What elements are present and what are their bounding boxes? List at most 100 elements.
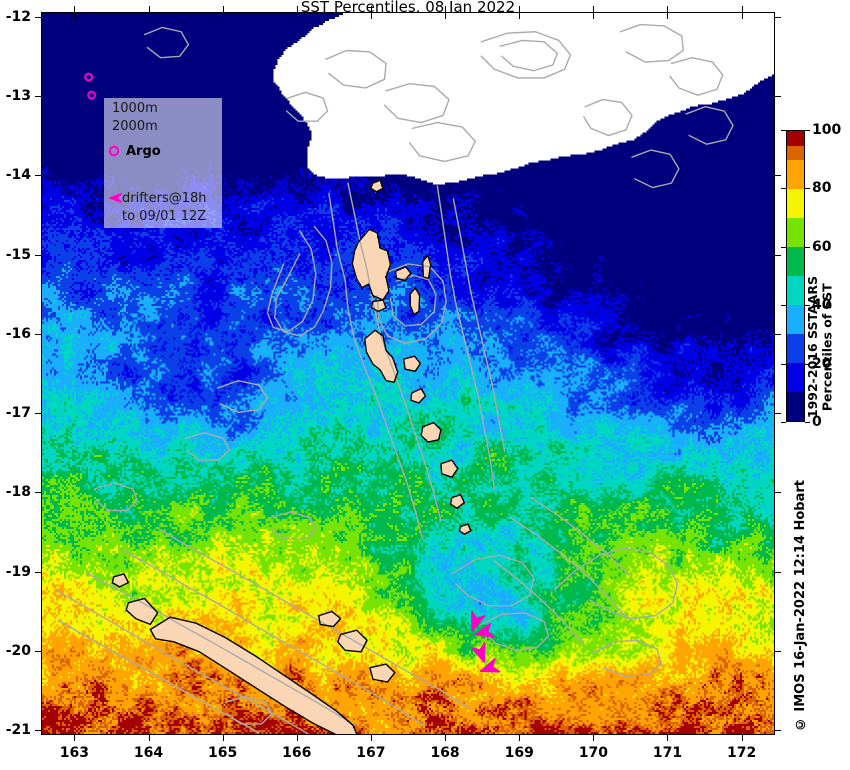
y-tick-label: -17 (5, 405, 31, 422)
colorbar-band (787, 247, 804, 276)
map-overlay (54, 23, 734, 734)
legend-depth-2000m: 2000m (112, 119, 158, 134)
colorbar-band (787, 276, 804, 305)
x-tick (370, 6, 372, 12)
x-tick-label: 168 (430, 745, 460, 761)
y-tick-label: -18 (5, 484, 31, 501)
colorbar-tick-label: 40 (812, 297, 832, 314)
y-tick (775, 650, 781, 652)
map-plot-area[interactable]: 1000m 2000m Argo drifters@18h to 09/01 1… (41, 12, 775, 735)
x-tick (741, 735, 743, 741)
bathymetry-contour (509, 517, 629, 620)
coastline (111, 573, 130, 588)
y-tick (35, 254, 41, 256)
x-tick-label: 172 (727, 745, 757, 761)
y-tick (35, 96, 41, 98)
y-tick-label: -19 (5, 563, 31, 580)
x-tick (445, 735, 447, 741)
y-tick-label: -15 (5, 246, 31, 263)
colorbar-tick (781, 246, 786, 248)
x-tick (445, 6, 447, 12)
colorbar-tick (781, 305, 786, 307)
argo-circle-icon (108, 145, 120, 157)
drifter-marker (479, 657, 501, 673)
coastline (370, 299, 387, 313)
bathymetry-contour (85, 571, 357, 727)
bathymetry-contour (631, 149, 680, 189)
x-tick (296, 735, 298, 741)
coastline (394, 266, 412, 282)
x-tick-label: 170 (578, 745, 608, 761)
colorbar-tick-label: 0 (812, 414, 822, 430)
drifter-marker (471, 610, 486, 632)
y-tick-label: -21 (5, 722, 31, 739)
drifter-marker (470, 642, 486, 663)
x-tick (741, 6, 743, 12)
y-tick (35, 650, 41, 652)
x-tick (741, 13, 743, 19)
x-tick (370, 13, 372, 19)
y-tick (775, 413, 781, 415)
coastline (420, 421, 442, 443)
bathymetry-contour (480, 31, 572, 79)
bathymetry-contour (274, 225, 333, 337)
x-tick (667, 735, 669, 741)
drifter-arrow-icon (109, 193, 122, 203)
x-tick (296, 6, 298, 12)
colorbar-tick-label: 20 (812, 355, 832, 372)
x-tick (519, 735, 521, 741)
coastline (351, 228, 392, 301)
coastline (318, 610, 342, 628)
bathymetry-contour (452, 198, 506, 453)
bathymetry-contour (57, 619, 260, 734)
x-tick (519, 6, 521, 12)
coastline (440, 459, 459, 479)
x-tick-label: 164 (133, 745, 164, 761)
x-tick (222, 6, 224, 12)
x-tick (296, 13, 298, 19)
drifter-marker (474, 622, 495, 638)
y-tick (35, 333, 41, 335)
y-tick (775, 254, 781, 256)
coastline (421, 254, 432, 280)
coastline (369, 663, 396, 683)
bathymetry-contour (530, 496, 630, 577)
colorbar-band (787, 392, 804, 421)
x-tick (74, 735, 76, 741)
argo-marker (84, 72, 93, 82)
x-tick (148, 735, 150, 741)
y-tick (35, 175, 41, 177)
coastline (336, 629, 368, 653)
x-tick (445, 13, 447, 19)
bathymetry-contour (493, 560, 585, 646)
x-tick (74, 13, 76, 19)
colorbar-tick (781, 422, 786, 423)
bathymetry-contour (591, 639, 663, 678)
x-tick (667, 13, 669, 19)
bathymetry-contour (553, 547, 679, 620)
x-tick-label: 163 (59, 745, 89, 761)
bathymetry-contour (583, 98, 633, 137)
legend-depth-1000m: 1000m (112, 101, 158, 116)
y-tick (775, 16, 781, 18)
bathymetry-contour (389, 274, 437, 327)
y-tick (775, 96, 781, 98)
colorbar-tick (805, 422, 810, 423)
x-tick (593, 13, 595, 19)
x-tick-label: 169 (504, 745, 534, 761)
x-tick (222, 735, 224, 741)
colorbar-tick (805, 246, 810, 248)
colorbar[interactable] (786, 130, 805, 422)
bathymetry-contour (184, 431, 231, 461)
x-tick (593, 6, 595, 12)
colorbar-band (787, 189, 804, 218)
coastline (449, 493, 466, 510)
y-tick (775, 492, 781, 494)
coastline (409, 287, 421, 316)
y-tick (35, 571, 41, 573)
colorbar-tick (805, 305, 810, 307)
colorbar-tick (781, 363, 786, 365)
bathymetry-contour (480, 612, 550, 652)
colorbar-tick (781, 130, 786, 131)
